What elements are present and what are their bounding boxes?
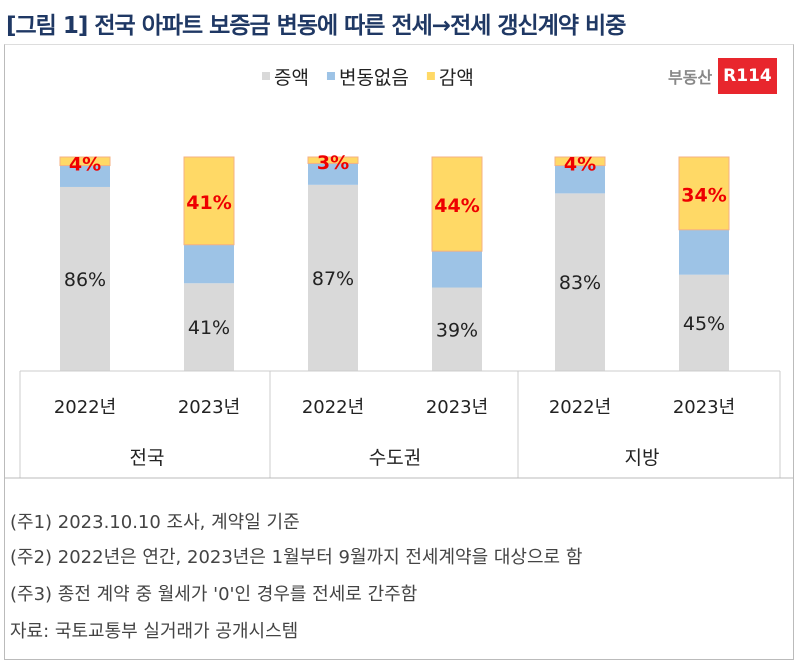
x-tick-label: 2022년 bbox=[54, 397, 116, 418]
x-tick-label: 2023년 bbox=[673, 397, 735, 418]
data-label: 34% bbox=[681, 184, 726, 206]
data-label: 4% bbox=[69, 153, 101, 175]
group-label: 지방 bbox=[625, 447, 660, 469]
legend-label: 감액 bbox=[439, 67, 474, 89]
x-tick-label: 2022년 bbox=[549, 397, 611, 418]
legend-swatch bbox=[326, 72, 335, 80]
bar-segment bbox=[431, 156, 483, 252]
data-label: 39% bbox=[436, 319, 478, 341]
group-label: 전국 bbox=[130, 447, 165, 469]
bar-segment bbox=[60, 186, 110, 371]
bar-segment bbox=[184, 283, 234, 371]
figure-title: [그림 1] 전국 아파트 보증금 변동에 따른 전세→전세 갱신계약 비중 bbox=[6, 13, 626, 39]
r114-logo: 부동산 R114 bbox=[668, 58, 777, 94]
bar-segment bbox=[308, 184, 358, 371]
bar-segment bbox=[678, 156, 730, 231]
data-label: 45% bbox=[683, 313, 725, 335]
data-label: 3% bbox=[317, 152, 349, 174]
bar-segment bbox=[60, 165, 110, 187]
source-note: 자료: 국토교통부 실거래가 공개시스템 bbox=[10, 621, 299, 642]
data-label: 41% bbox=[186, 192, 231, 214]
x-tick-label: 2022년 bbox=[302, 397, 364, 418]
x-tick-label: 2023년 bbox=[426, 397, 488, 418]
bar-segment bbox=[555, 165, 605, 194]
group-label: 수도권 bbox=[369, 447, 421, 469]
data-label: 44% bbox=[434, 195, 479, 217]
bar-segment bbox=[432, 251, 482, 288]
bar-segment bbox=[554, 156, 606, 167]
bar-segment bbox=[679, 229, 729, 275]
legend-label: 증액 bbox=[274, 67, 309, 89]
legend-swatch bbox=[426, 72, 435, 80]
x-tick-label: 2023년 bbox=[178, 397, 240, 418]
data-label: 83% bbox=[559, 272, 601, 294]
chart-frame bbox=[4, 44, 794, 660]
data-label: 41% bbox=[188, 317, 230, 339]
data-label: 4% bbox=[564, 153, 596, 175]
note-2: (주2) 2022년은 연간, 2023년은 1월부터 9월까지 전세계약을 대… bbox=[10, 547, 583, 568]
data-label: 86% bbox=[64, 269, 106, 291]
bar-segment bbox=[555, 193, 605, 371]
note-1: (주1) 2023.10.10 조사, 계약일 기준 bbox=[10, 512, 300, 533]
note-3: (주3) 종전 계약 중 월세가 '0'인 경우를 전세로 간주함 bbox=[10, 584, 418, 605]
bar-segment bbox=[679, 274, 729, 371]
legend-swatch bbox=[262, 72, 270, 80]
bar-segment bbox=[183, 156, 235, 246]
legend-label: 변동없음 bbox=[339, 67, 409, 89]
bar-segment bbox=[308, 163, 358, 185]
data-label: 87% bbox=[312, 268, 354, 290]
bar-segment bbox=[432, 287, 482, 371]
bar-segment bbox=[184, 244, 234, 284]
bar-segment bbox=[59, 156, 111, 167]
bar-segment bbox=[307, 156, 359, 164]
